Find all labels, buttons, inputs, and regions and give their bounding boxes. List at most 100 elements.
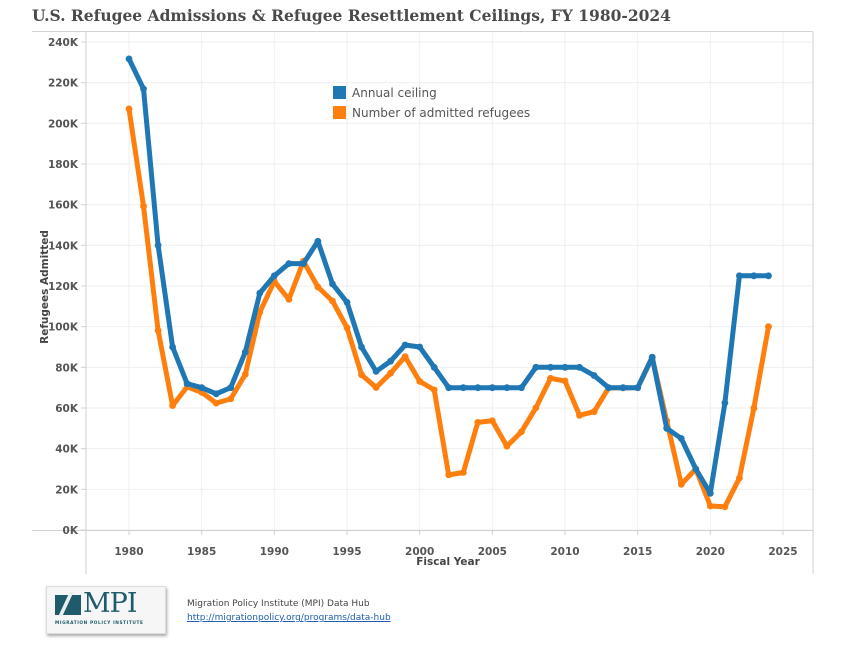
legend-swatch-annual-ceiling [333,86,346,99]
data-point-ceiling-2009 [547,363,554,371]
data-point-admitted-2007 [518,428,525,436]
x-tick-label: 1995 [332,546,361,558]
data-point-ceiling-1998 [387,357,394,365]
y-tick-label: 20K [55,484,79,496]
data-point-ceiling-2015 [634,384,642,392]
legend-swatch-admitted-refugees [333,106,346,119]
data-point-ceiling-1993 [314,237,322,245]
data-point-ceiling-1985 [198,384,206,392]
data-point-ceiling-1982 [154,241,162,249]
series-line-admitted [126,106,771,510]
data-point-ceiling-2004 [474,384,482,392]
data-point-ceiling-2013 [605,384,612,392]
data-point-ceiling-1983 [169,343,177,351]
data-point-ceiling-1996 [358,343,365,351]
data-point-admitted-1987 [227,395,235,403]
y-tick-label: 0K [63,525,79,537]
data-point-admitted-2001 [430,386,438,394]
data-point-admitted-1993 [314,283,322,291]
data-point-admitted-2003 [459,469,467,476]
data-point-admitted-2020 [706,502,714,510]
data-point-ceiling-2017 [663,424,671,432]
legend: Annual ceiling Number of admitted refuge… [333,86,530,120]
y-tick-label: 200K [48,118,79,130]
data-point-ceiling-2001 [430,363,438,371]
data-point-admitted-1981 [140,202,147,210]
series-lines [125,55,772,511]
x-axis-ticks: 1980 1985 1990 1995 2000 2005 2010 2015 2020 2025 [114,530,798,558]
data-point-admitted-2022 [736,474,743,482]
data-point-ceiling-2021 [721,399,729,407]
data-point-admitted-1999 [401,353,409,360]
line-chart: 0K 20K 40K 60K 80K 100K 120K 140K 160K 180K 200K 22… [32,32,814,574]
data-point-ceiling-2005 [488,384,496,392]
data-point-ceiling-2008 [532,363,540,371]
data-point-ceiling-2000 [416,343,424,351]
x-tick-label: 2015 [623,546,652,558]
series-ceiling [125,55,772,497]
data-point-ceiling-1992 [300,260,307,267]
data-point-ceiling-1980 [125,55,133,63]
x-axis-label: Fiscal Year [416,556,480,568]
mpi-logo-text: MPI [83,588,137,619]
data-point-ceiling-2002 [445,384,453,392]
x-tick-label: 1990 [260,546,289,558]
data-point-admitted-2012 [590,408,598,416]
data-point-ceiling-2022 [736,272,743,280]
data-point-admitted-2006 [503,442,511,450]
data-point-admitted-1989 [256,308,264,316]
y-tick-label: 40K [55,444,79,456]
mpi-logo-subtext: MIGRATION POLICY INSTITUTE [55,621,144,626]
y-tick-label: 240K [48,37,79,49]
y-tick-label: 60K [55,403,79,415]
chart-title: U.S. Refugee Admissions & Refugee Resett… [32,6,671,25]
data-point-admitted-1988 [241,371,249,378]
axes [32,32,814,574]
data-point-ceiling-1994 [329,280,336,288]
y-tick-label: 100K [48,322,79,334]
data-point-admitted-2024 [765,323,772,331]
data-point-admitted-2023 [750,404,758,412]
series-line-ceiling [126,56,771,496]
data-point-admitted-1996 [358,371,365,379]
data-point-ceiling-2020 [706,490,714,497]
mpi-logo: MPI MIGRATION POLICY INSTITUTE [46,586,166,634]
data-point-ceiling-2010 [561,363,569,371]
data-point-admitted-2004 [474,419,482,426]
data-point-admitted-1982 [154,327,162,334]
y-tick-label: 180K [48,159,79,171]
data-point-ceiling-1989 [256,289,264,297]
data-point-admitted-1997 [372,384,380,391]
data-point-admitted-1998 [387,369,394,377]
x-tick-label: 2020 [696,546,725,558]
data-point-admitted-2011 [576,411,583,419]
data-point-admitted-2000 [416,378,424,385]
data-point-admitted-2018 [677,480,685,488]
data-point-admitted-2021 [721,503,729,511]
data-point-admitted-2010 [561,377,569,385]
data-point-ceiling-1997 [372,368,380,375]
data-point-ceiling-2019 [692,465,700,473]
data-point-admitted-1994 [329,297,336,305]
legend-label-admitted-refugees: Number of admitted refugees [352,106,530,120]
data-point-admitted-2009 [547,374,554,382]
data-point-admitted-2005 [488,417,496,425]
data-hub-link[interactable]: http://migrationpolicy.org/programs/data… [187,613,391,623]
data-point-ceiling-1990 [270,272,278,280]
series-admitted [125,105,772,511]
data-point-ceiling-2024 [765,272,772,280]
data-point-admitted-2008 [532,404,540,412]
legend-label-annual-ceiling: Annual ceiling [352,86,437,100]
data-point-ceiling-2007 [518,384,525,392]
x-tick-label: 2025 [768,546,797,558]
mpi-logo-mark-icon [55,595,81,615]
x-tick-label: 2000 [405,546,434,558]
x-tick-label: 1985 [187,546,216,558]
y-tick-label: 160K [48,200,79,212]
data-point-ceiling-1995 [343,298,351,306]
source-credit: Migration Policy Institute (MPI) Data Hu… [187,599,370,609]
data-point-ceiling-1981 [140,85,147,93]
data-point-ceiling-1988 [241,348,249,356]
y-axis-ticks: 0K 20K 40K 60K 80K 100K 120K 140K 160K 180K 200K 22… [48,37,86,537]
y-tick-label: 80K [55,362,79,374]
